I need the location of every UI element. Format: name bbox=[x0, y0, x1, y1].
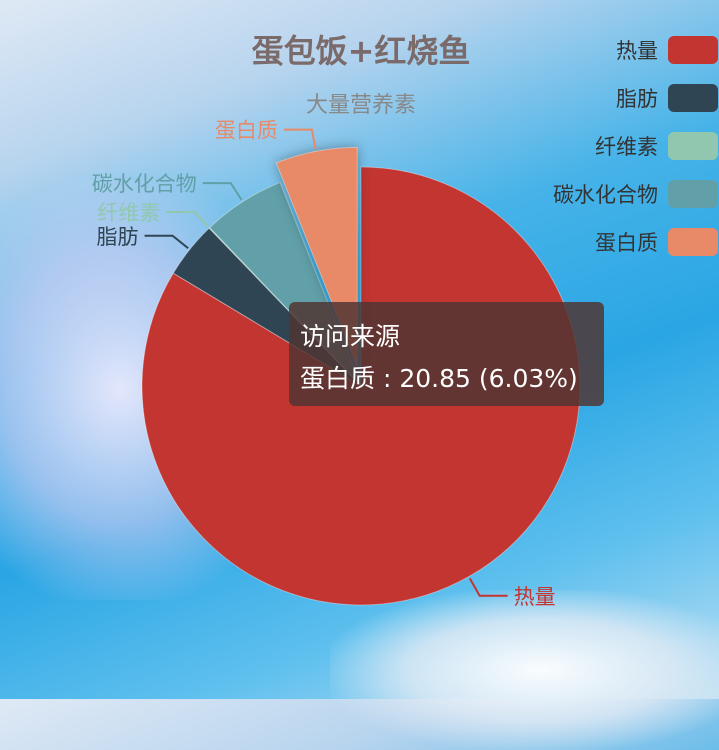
legend-label-2: 纤维素 bbox=[595, 135, 658, 159]
legend-swatch-2 bbox=[668, 132, 718, 160]
chart-title: 蛋包饭+红烧鱼 bbox=[252, 32, 471, 70]
slice-label-4: 蛋白质 bbox=[215, 119, 278, 143]
tooltip: 访问来源 蛋白质 : 20.85 (6.03%) bbox=[289, 302, 604, 406]
legend-title: 大量营养素 bbox=[306, 93, 416, 118]
legend-swatch-4 bbox=[668, 228, 718, 256]
legend-swatch-0 bbox=[668, 36, 718, 64]
legend-item-1[interactable]: 脂肪 bbox=[616, 84, 718, 112]
legend-item-0[interactable]: 热量 bbox=[616, 36, 718, 64]
tooltip-title: 访问来源 bbox=[300, 322, 401, 351]
label-line-2 bbox=[166, 211, 209, 228]
label-line-0 bbox=[468, 577, 508, 597]
slice-label-2: 纤维素 bbox=[97, 201, 160, 225]
slice-label-1: 脂肪 bbox=[97, 225, 139, 249]
legend-item-2[interactable]: 纤维素 bbox=[595, 132, 718, 160]
legend-swatch-3 bbox=[668, 180, 718, 208]
slice-label-3: 碳水化合物 bbox=[92, 172, 197, 196]
legend-label-3: 碳水化合物 bbox=[553, 183, 658, 207]
label-line-1 bbox=[144, 234, 189, 250]
tooltip-text: 蛋白质 : 20.85 (6.03%) bbox=[300, 364, 578, 393]
legend-label-4: 蛋白质 bbox=[595, 231, 658, 255]
label-line-4 bbox=[283, 128, 317, 150]
legend-label-0: 热量 bbox=[616, 39, 658, 63]
label-line-3 bbox=[202, 182, 243, 201]
legend-swatch-1 bbox=[668, 84, 718, 112]
legend-item-4[interactable]: 蛋白质 bbox=[595, 228, 718, 256]
slice-label-0: 热量 bbox=[514, 585, 556, 609]
legend-label-1: 脂肪 bbox=[616, 87, 658, 111]
legend-item-3[interactable]: 碳水化合物 bbox=[553, 180, 718, 208]
